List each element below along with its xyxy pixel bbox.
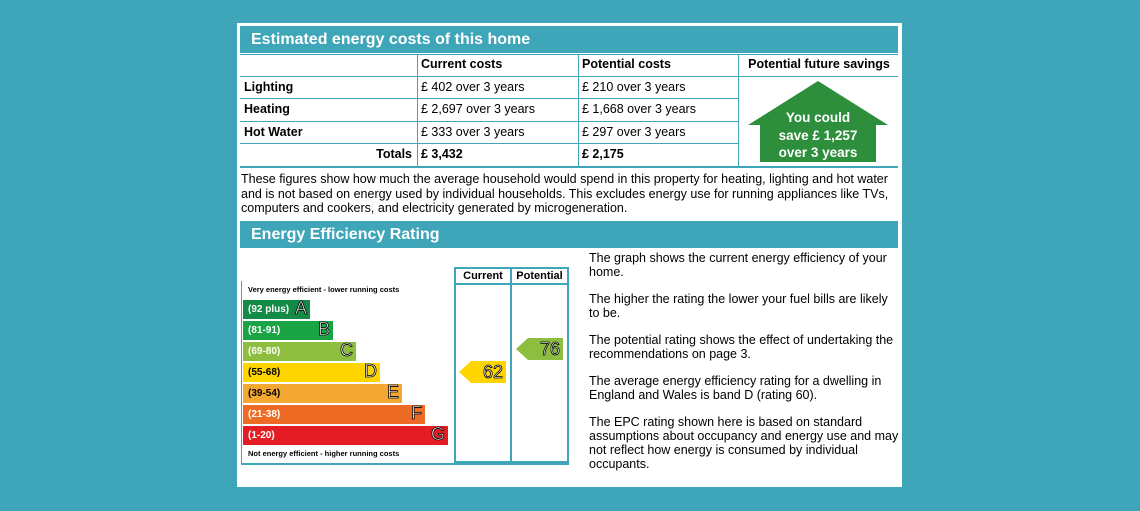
grid-line <box>240 76 739 77</box>
grid-line <box>738 54 739 166</box>
band-g-letter: G <box>430 424 446 445</box>
header-current: Current costs <box>421 57 503 71</box>
totals-current: £ 3,432 <box>421 147 463 161</box>
current-rating-value: 62 <box>482 362 504 383</box>
row-label-hot-water: Hot Water <box>244 125 303 139</box>
band-g-range: (1-20) <box>248 430 275 441</box>
band-f: (21-38) F <box>243 403 425 424</box>
current-rating-pointer: 62 <box>459 361 506 383</box>
grid-line <box>240 54 898 55</box>
grid-line <box>240 166 898 168</box>
row-current-heating: £ 2,697 over 3 years <box>421 102 535 116</box>
band-f-range: (21-38) <box>248 409 281 420</box>
band-d-range: (55-68) <box>248 367 281 378</box>
costs-note: These figures show how much the average … <box>241 172 889 215</box>
rating-text-5: The EPC rating shown here is based on st… <box>589 415 899 471</box>
row-potential-hot-water: £ 297 over 3 years <box>582 125 686 139</box>
band-f-letter: F <box>411 403 423 424</box>
row-label-lighting: Lighting <box>244 80 294 94</box>
scale-frame-bottom <box>241 463 569 465</box>
row-current-hot-water: £ 333 over 3 years <box>421 125 525 139</box>
band-e-range: (39-54) <box>248 388 281 399</box>
column-potential-label: Potential <box>516 270 563 282</box>
savings-line-3: over 3 years <box>778 145 858 160</box>
grid-line <box>739 76 898 77</box>
row-potential-lighting: £ 210 over 3 years <box>582 80 686 94</box>
header-savings: Potential future savings <box>748 57 890 71</box>
band-e-letter: E <box>386 382 400 403</box>
band-e: (39-54) E <box>243 382 402 403</box>
column-current-label: Current <box>463 270 503 282</box>
band-a: (92 plus) A <box>243 298 310 319</box>
bottom-note: Not energy efficient - higher running co… <box>248 449 400 458</box>
grid-line <box>240 121 739 122</box>
grid-line <box>417 54 418 166</box>
grid-line <box>240 98 739 99</box>
rating-text-3: The potential rating shows the effect of… <box>589 333 894 361</box>
rating-text-4: The average energy efficiency rating for… <box>589 374 882 402</box>
costs-title: Estimated energy costs of this home <box>240 26 898 53</box>
grid-line <box>578 54 579 166</box>
band-b-range: (81-91) <box>248 325 281 336</box>
savings-text: You could save £ 1,257 over 3 years <box>748 109 888 162</box>
band-b: (81-91) B <box>243 319 333 340</box>
epc-card: Estimated energy costs of this home Curr… <box>237 23 902 487</box>
rating-text-2: The higher the rating the lower your fue… <box>589 292 888 320</box>
band-d: (55-68) D <box>243 361 380 382</box>
savings-house-icon <box>748 81 888 162</box>
band-c-range: (69-80) <box>248 346 281 357</box>
band-c: (69-80) C <box>243 340 356 361</box>
savings-line-1: You could <box>785 110 851 125</box>
rating-text-1: The graph shows the current energy effic… <box>589 251 887 279</box>
band-c-letter: C <box>340 340 354 361</box>
band-a-range: (92 plus) <box>248 304 290 315</box>
band-d-letter: D <box>364 361 378 382</box>
rating-title: Energy Efficiency Rating <box>240 221 898 248</box>
band-b-letter: B <box>317 319 331 340</box>
row-label-heating: Heating <box>244 102 290 116</box>
scale-frame-left <box>241 281 242 463</box>
band-a-letter: A <box>294 298 308 319</box>
column-divider <box>510 267 512 463</box>
potential-rating-pointer: 76 <box>516 338 563 360</box>
top-note: Very energy efficient - lower running co… <box>248 285 400 294</box>
header-potential: Potential costs <box>582 57 671 71</box>
grid-line <box>240 143 739 144</box>
band-g: (1-20) G <box>243 424 448 445</box>
row-potential-heating: £ 1,668 over 3 years <box>582 102 696 116</box>
header-divider <box>454 283 569 285</box>
savings-line-2: save £ 1,257 <box>778 127 858 143</box>
row-current-lighting: £ 402 over 3 years <box>421 80 525 94</box>
potential-rating-value: 76 <box>539 339 561 360</box>
totals-potential: £ 2,175 <box>582 147 624 161</box>
totals-label: Totals <box>376 147 412 161</box>
